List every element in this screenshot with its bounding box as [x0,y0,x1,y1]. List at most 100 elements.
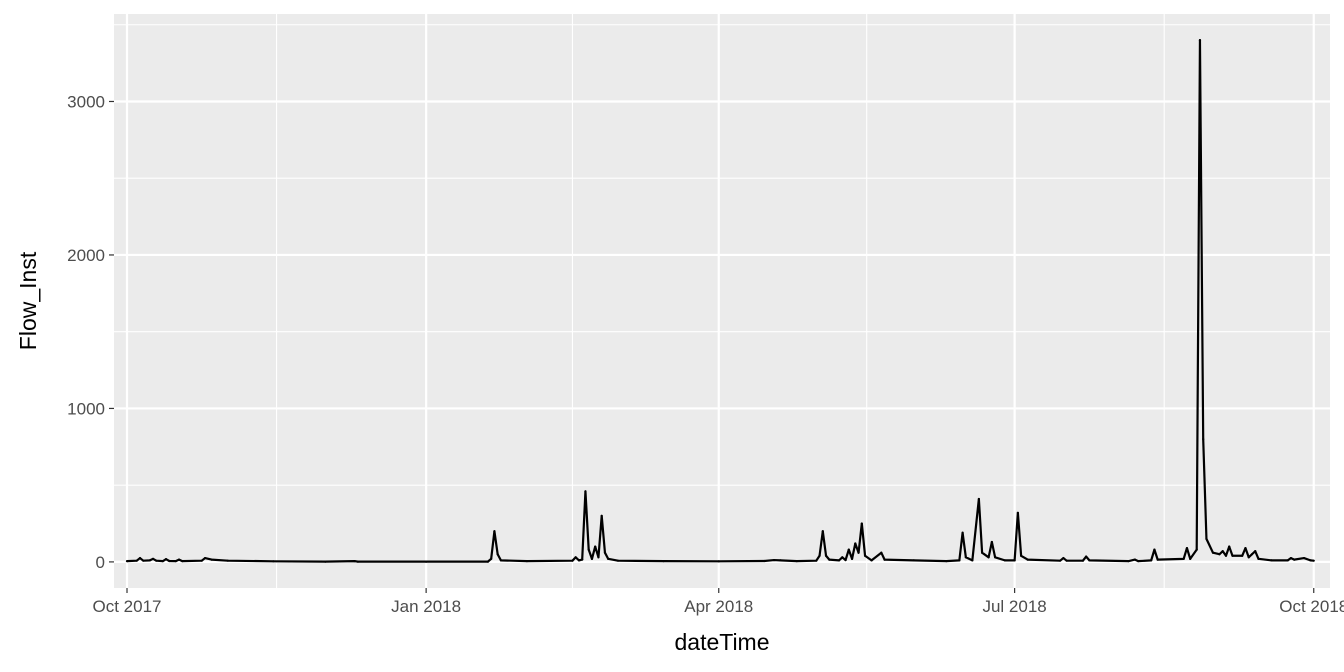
data-point [1224,554,1228,557]
data-point [1254,550,1257,553]
data-point [203,556,207,560]
data-point [603,551,607,554]
data-point [597,556,600,559]
data-point [863,554,867,557]
data-point [1247,556,1250,559]
data-point [1150,559,1153,562]
data-point [1231,554,1234,557]
data-point [155,559,158,562]
data-point [841,556,844,559]
data-point [662,560,665,563]
data-point [1198,38,1202,42]
data-point [1026,558,1029,561]
y-tick-label: 2000 [67,246,105,265]
data-point [1302,556,1306,560]
data-point [1156,558,1159,561]
data-point [581,558,584,561]
data-point [607,557,610,560]
data-point [1189,557,1192,560]
data-point [1013,559,1016,562]
data-point [616,559,620,562]
data-point [1228,545,1231,548]
data-point [815,559,818,562]
data-point [164,558,168,561]
data-point [1088,559,1091,562]
data-point [857,551,860,554]
data-point [971,559,974,562]
data-point [571,559,574,562]
data-point [200,559,203,562]
data-point [837,559,841,562]
data-point [577,559,581,562]
data-point [1250,553,1254,556]
minor-gridlines [114,14,1330,588]
data-point [883,558,886,561]
data-point [1257,557,1260,560]
data-point [818,554,821,557]
data-point [990,540,993,544]
x-tick-label: Apr 2018 [684,597,753,616]
data-point [1020,554,1023,557]
data-point [125,560,129,563]
data-point [1059,559,1062,562]
data-point [1312,559,1315,562]
data-point [590,557,594,560]
data-point [1185,547,1189,550]
series-layer [125,38,1315,563]
data-point [324,560,327,563]
data-point [994,556,997,559]
plot-panel [114,14,1330,588]
data-point [1218,553,1221,556]
series-line [126,38,1314,563]
data-point [958,559,961,562]
data-point [574,556,577,559]
data-point [177,558,181,561]
y-tick-label: 3000 [67,92,105,111]
data-point [151,557,155,560]
data-point [1205,537,1208,540]
data-point [499,559,503,562]
data-point [854,542,857,545]
data-point [981,551,984,554]
data-point [977,497,980,501]
data-point [763,559,766,563]
data-point [1062,556,1065,560]
y-axis: 0 1000 2000 3000 [67,92,114,572]
x-tick-label: Jul 2018 [982,597,1046,616]
data-point [135,559,138,562]
data-point [1270,559,1273,562]
data-point [717,560,720,563]
data-point [490,557,493,560]
data-point [1081,559,1084,562]
data-point [356,560,359,563]
data-point [210,558,213,561]
data-point [181,560,184,563]
data-point [496,553,499,556]
data-point [1137,560,1140,563]
data-point [1244,547,1247,550]
data-point [148,559,151,562]
data-point [870,559,873,562]
data-point [1003,559,1006,562]
data-point [961,531,964,534]
data-point [1286,559,1289,562]
data-point [772,558,776,562]
y-tick-label: 1000 [67,399,105,418]
data-point [850,557,854,560]
x-tick-label: Jan 2018 [391,597,461,616]
data-point [779,559,782,562]
data-point [1293,558,1296,561]
data-point [847,548,850,551]
x-tick-label: Oct 2018 [1279,597,1344,616]
data-point [1309,559,1312,562]
data-point [912,559,915,562]
data-point [1153,548,1156,551]
data-point [1127,560,1130,563]
data-point [828,558,831,561]
data-point [1289,556,1293,560]
data-point [1085,555,1088,558]
data-point [1182,557,1185,560]
data-point [880,551,883,554]
data-point [353,560,356,563]
data-point [486,560,489,563]
